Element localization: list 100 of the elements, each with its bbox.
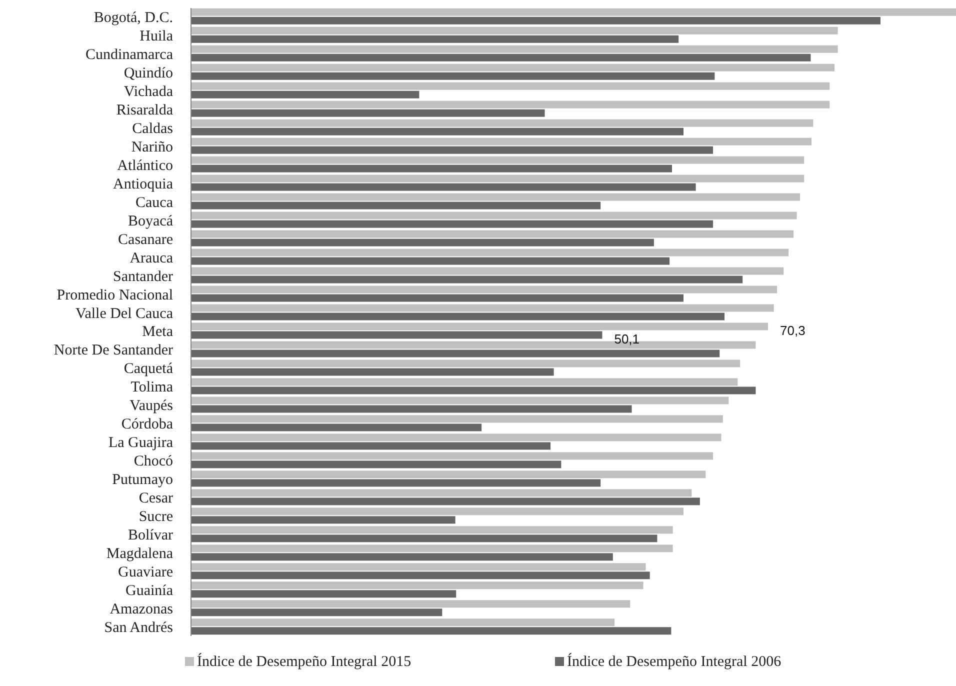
- legend-label: Índice de Desempeño Integral 2006: [567, 653, 782, 670]
- legend-label: Índice de Desempeño Integral 2015: [197, 653, 412, 670]
- bar: [191, 276, 743, 284]
- bar: [191, 526, 673, 534]
- bar: [191, 90, 420, 98]
- bar: [191, 183, 696, 191]
- y-tick-label: Amazonas: [110, 602, 174, 618]
- bar: [191, 627, 672, 635]
- bar: [191, 8, 956, 16]
- y-tick-label: San Andrés: [104, 620, 174, 636]
- y-tick-label: Caquetá: [124, 361, 174, 378]
- bar: [191, 516, 456, 524]
- bar: [191, 64, 835, 72]
- bar: [191, 54, 811, 62]
- y-tick-label: Vaupés: [130, 398, 174, 414]
- bar: [191, 82, 830, 90]
- y-tick-label: Cundinamarca: [86, 46, 174, 63]
- bar: [191, 360, 740, 368]
- bar: [191, 563, 646, 571]
- bar: [191, 322, 768, 330]
- bar: [191, 294, 684, 302]
- y-tick-label: Bogotá, D.C.: [94, 10, 173, 26]
- bar: [191, 590, 456, 598]
- y-tick-label: La Guajira: [108, 435, 174, 452]
- bar: [191, 405, 632, 413]
- bar: [191, 267, 784, 275]
- bar: [191, 257, 670, 265]
- bar: [191, 35, 679, 43]
- y-tick-label: Cesar: [138, 490, 173, 507]
- bar: [191, 544, 673, 552]
- bar: [191, 100, 830, 108]
- bar: [191, 508, 684, 516]
- y-tick-label: Bolívar: [128, 528, 173, 544]
- bar: [191, 470, 706, 478]
- y-tick-label: Norte De Santander: [54, 342, 173, 359]
- bar: [191, 368, 554, 376]
- y-tick-label: Quindío: [124, 65, 173, 82]
- bar: [191, 238, 654, 246]
- y-tick-label: Antioquia: [113, 176, 174, 192]
- y-tick-label: Vichada: [124, 84, 174, 100]
- bar: [191, 220, 714, 228]
- bar: [191, 193, 800, 201]
- data-label: 70,3: [780, 322, 806, 338]
- bar: [191, 109, 545, 117]
- bar: [191, 386, 756, 394]
- y-tick-label: Casanare: [118, 232, 174, 248]
- bar: [191, 618, 615, 626]
- y-tick-label: Guaviare: [118, 564, 174, 581]
- bar: [191, 156, 804, 164]
- bar: [191, 396, 729, 404]
- y-tick-label: Promedio Nacional: [56, 287, 173, 304]
- bar: [191, 202, 601, 210]
- bar: [191, 415, 723, 423]
- bar: [191, 460, 562, 468]
- bar: [191, 230, 794, 238]
- y-tick-label: Arauca: [130, 250, 174, 266]
- bar: [191, 286, 778, 294]
- bar: [191, 534, 658, 542]
- y-tick-label: Santander: [113, 268, 173, 285]
- bar: [191, 146, 714, 154]
- y-tick-label: Cauca: [136, 194, 174, 211]
- data-label: 50,1: [614, 332, 640, 346]
- y-tick-label: Sucre: [138, 509, 174, 526]
- bar: [191, 212, 797, 220]
- bar: [191, 331, 602, 339]
- bar: [191, 582, 644, 590]
- y-tick-label: Putumayo: [112, 472, 173, 488]
- y-tick-label: Valle Del Cauca: [76, 306, 174, 322]
- bar: [191, 553, 613, 561]
- y-tick-label: Nariño: [131, 139, 173, 156]
- bar: [191, 498, 700, 506]
- y-tick-label: Córdoba: [121, 416, 174, 433]
- y-tick-label: Risaralda: [116, 102, 174, 118]
- y-tick-label: Chocó: [134, 454, 173, 470]
- bar: [191, 424, 482, 432]
- y-tick-label: Meta: [142, 324, 174, 340]
- bar: [191, 72, 715, 80]
- bar: [191, 304, 774, 312]
- bar: [191, 26, 838, 34]
- y-tick-label: Tolima: [130, 380, 174, 396]
- y-tick-label: Magdalena: [106, 546, 174, 562]
- bar: [191, 442, 551, 450]
- y-tick-label: Huila: [140, 28, 174, 44]
- bar: [191, 452, 714, 460]
- bar: [191, 138, 812, 146]
- bar: [191, 600, 630, 608]
- y-tick-label: Boyacá: [128, 213, 174, 230]
- bar: [191, 164, 672, 172]
- bar: [191, 128, 684, 136]
- y-tick-label: Caldas: [132, 120, 174, 137]
- bar: [191, 489, 692, 497]
- bar: [191, 16, 880, 24]
- y-tick-label: Guainía: [126, 583, 174, 600]
- bar: [191, 434, 722, 442]
- y-tick-label: Atlántico: [117, 158, 173, 174]
- bar: [191, 608, 442, 616]
- bar: [191, 572, 650, 580]
- bar: [191, 350, 720, 358]
- bar: [191, 248, 789, 256]
- bar: [191, 312, 725, 320]
